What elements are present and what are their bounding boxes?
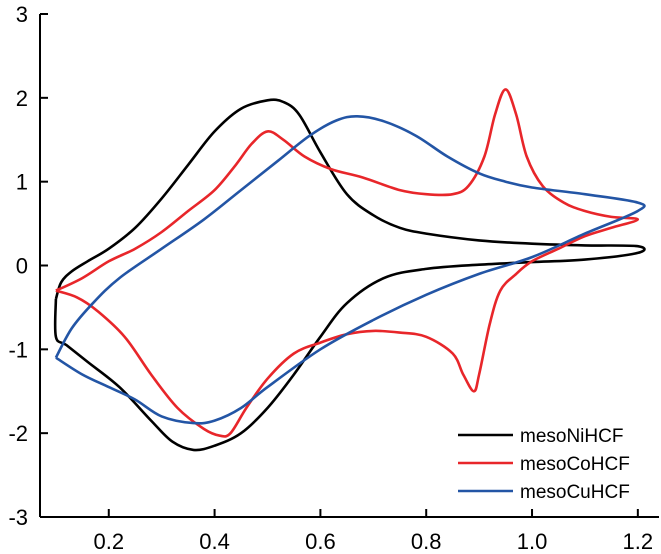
legend: mesoNiHCF mesoCoHCF mesoCuHCF <box>458 426 630 503</box>
series-line-mesoNiHCF <box>53 98 646 452</box>
x-tick-label: 0.4 <box>199 529 230 554</box>
y-tick-label: -3 <box>8 505 28 530</box>
x-tick-label: 0.6 <box>305 529 336 554</box>
y-tick-label: 2 <box>16 86 28 111</box>
series-line-mesoCuHCF <box>54 114 646 425</box>
x-tick-label: 1.2 <box>623 529 654 554</box>
x-ticks: 0.2 0.4 0.6 0.8 1.0 1.2 <box>93 509 653 554</box>
series-line-mesoCoHCF <box>55 88 640 438</box>
y-tick-label: -2 <box>8 421 28 446</box>
y-tick-label: 3 <box>16 2 28 27</box>
y-tick-label: 1 <box>16 170 28 195</box>
x-tick-label: 0.8 <box>411 529 442 554</box>
x-tick-label: 1.0 <box>517 529 548 554</box>
legend-label: mesoCoHCF <box>520 454 630 475</box>
legend-label: mesoNiHCF <box>520 426 623 447</box>
y-tick-label: 0 <box>16 254 28 279</box>
series-group <box>53 88 646 452</box>
y-tick-label: -1 <box>8 337 28 362</box>
legend-label: mesoCuHCF <box>520 482 630 503</box>
x-tick-label: 0.2 <box>93 529 124 554</box>
y-ticks: -3 -2 -1 0 1 2 3 <box>8 2 48 530</box>
